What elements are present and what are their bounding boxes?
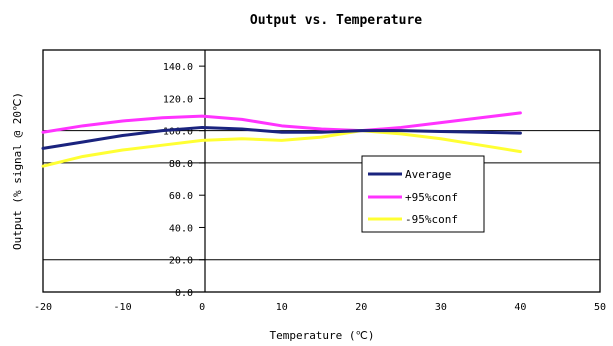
y-tick-label: 120.0 [163, 94, 193, 105]
chart-title: Output vs. Temperature [250, 13, 422, 28]
legend: Average +95%conf -95%conf [361, 155, 485, 233]
y-tick-label: 100.0 [163, 127, 193, 138]
x-tick-label: 0 [199, 302, 205, 313]
y-axis-title: Output (% signal @ 20℃) [11, 92, 24, 250]
x-tick-label: -20 [34, 302, 52, 313]
legend-label: +95%conf [405, 191, 458, 204]
plot-area [42, 49, 601, 293]
x-tick-label: 50 [594, 302, 606, 313]
y-tick-label: 20.0 [169, 256, 193, 267]
y-tick-labels: 0.0 20.0 40.0 60.0 80.0 100.0 120.0 140.0 [163, 62, 205, 299]
y-tick-label: 80.0 [169, 159, 193, 170]
y-tick-label: 0.0 [175, 288, 193, 299]
x-tick-label: -10 [114, 302, 132, 313]
legend-box [361, 155, 485, 233]
x-tick-label: 10 [276, 302, 288, 313]
x-tick-label: 20 [355, 302, 367, 313]
y-tick-label: 60.0 [169, 191, 193, 202]
legend-label: Average [405, 168, 451, 181]
x-tick-label: 40 [514, 302, 526, 313]
x-axis-title: Temperature (℃) [269, 329, 374, 342]
gridlines [43, 130, 600, 261]
y-tick-label: 40.0 [169, 223, 193, 234]
series-line-average [41, 125, 522, 150]
x-tick-label: 30 [435, 302, 447, 313]
series-lines [41, 111, 522, 168]
series-line-95-conf [41, 111, 522, 134]
series-line-95-conf [41, 129, 522, 168]
x-tick-labels: -20 -10 0 10 20 30 40 50 [34, 302, 606, 313]
y-tick-label: 140.0 [163, 62, 193, 73]
legend-label: -95%conf [405, 213, 458, 226]
plot-border [42, 49, 601, 293]
